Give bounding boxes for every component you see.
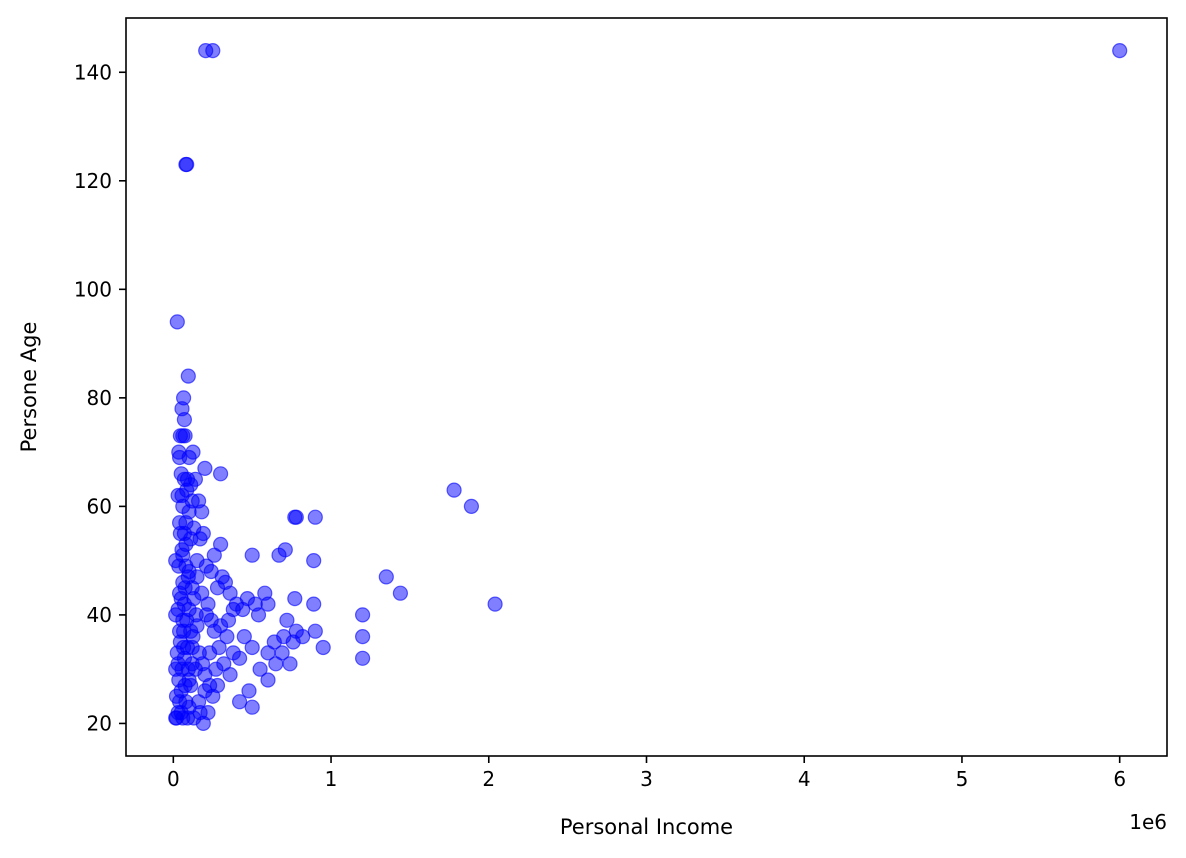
data-point	[203, 612, 219, 628]
data-points	[168, 42, 1128, 732]
data-point	[306, 552, 322, 569]
data-point	[241, 683, 257, 699]
data-point	[288, 509, 304, 525]
data-point	[211, 639, 227, 656]
x-axis: 0 1 2 3 4 5 6	[167, 756, 1126, 791]
data-point	[179, 156, 195, 173]
data-point	[206, 547, 222, 563]
x-tick-label: 4	[798, 767, 811, 791]
data-point	[355, 628, 371, 645]
data-point	[463, 498, 479, 514]
y-tick-label: 120	[74, 169, 112, 193]
x-tick-label: 5	[956, 767, 969, 791]
data-point	[209, 580, 226, 596]
x-tick-label: 0	[167, 767, 180, 791]
data-point	[446, 482, 462, 498]
data-point	[307, 623, 323, 639]
data-point	[185, 628, 201, 645]
y-tick-label: 140	[74, 60, 112, 84]
data-point	[355, 650, 371, 666]
plot-frame	[125, 17, 1168, 757]
data-point	[244, 699, 260, 715]
data-point	[279, 612, 295, 628]
data-point	[260, 596, 276, 612]
data-point	[197, 460, 213, 476]
x-axis-label: Personal Income	[560, 815, 733, 839]
data-point	[176, 639, 192, 656]
data-point	[315, 639, 331, 656]
x-axis-offset-label: 1e6	[1129, 810, 1167, 834]
data-point	[176, 596, 192, 612]
data-point	[188, 607, 204, 623]
data-point	[1112, 42, 1128, 59]
data-point	[487, 596, 503, 612]
data-point	[178, 558, 194, 574]
data-point	[194, 504, 210, 520]
data-point	[172, 623, 188, 639]
data-point	[187, 471, 203, 487]
data-point	[287, 590, 303, 607]
data-point	[225, 601, 241, 618]
data-point	[244, 639, 260, 656]
x-tick-label: 3	[640, 767, 653, 791]
y-axis: 20 40 60 80 100 120 140	[74, 60, 126, 735]
data-point	[205, 42, 221, 59]
data-point	[252, 661, 268, 677]
data-point	[244, 547, 260, 563]
data-point	[378, 569, 394, 585]
data-point	[392, 585, 408, 601]
x-tick-label: 1	[325, 767, 338, 791]
y-tick-label: 20	[87, 711, 112, 735]
y-tick-label: 80	[87, 386, 112, 410]
data-point	[202, 677, 218, 694]
data-point	[177, 677, 193, 694]
data-point	[306, 596, 322, 612]
data-point	[194, 656, 211, 672]
data-point	[307, 509, 323, 525]
data-point	[173, 704, 189, 721]
data-point	[355, 607, 371, 623]
data-point	[169, 314, 185, 330]
data-point	[232, 650, 248, 666]
data-point	[192, 531, 208, 547]
y-tick-label: 40	[87, 603, 112, 627]
data-point	[176, 412, 192, 428]
data-point	[180, 368, 196, 384]
data-point	[172, 525, 188, 542]
x-tick-label: 2	[482, 767, 495, 791]
data-point	[250, 607, 267, 623]
data-point	[180, 661, 196, 677]
y-tick-label: 60	[87, 494, 112, 518]
data-point	[200, 596, 216, 612]
data-point	[192, 704, 208, 721]
x-tick-label: 6	[1113, 767, 1126, 791]
y-axis-label: Persone Age	[17, 322, 41, 453]
data-point	[232, 694, 248, 710]
y-tick-label: 100	[74, 277, 112, 301]
data-point	[271, 547, 287, 563]
data-point	[213, 466, 229, 482]
data-point	[260, 672, 276, 688]
data-point	[177, 428, 193, 444]
data-point	[181, 449, 197, 466]
data-point	[236, 628, 252, 645]
data-point	[282, 656, 298, 672]
data-point	[208, 661, 224, 677]
data-point	[274, 645, 290, 661]
